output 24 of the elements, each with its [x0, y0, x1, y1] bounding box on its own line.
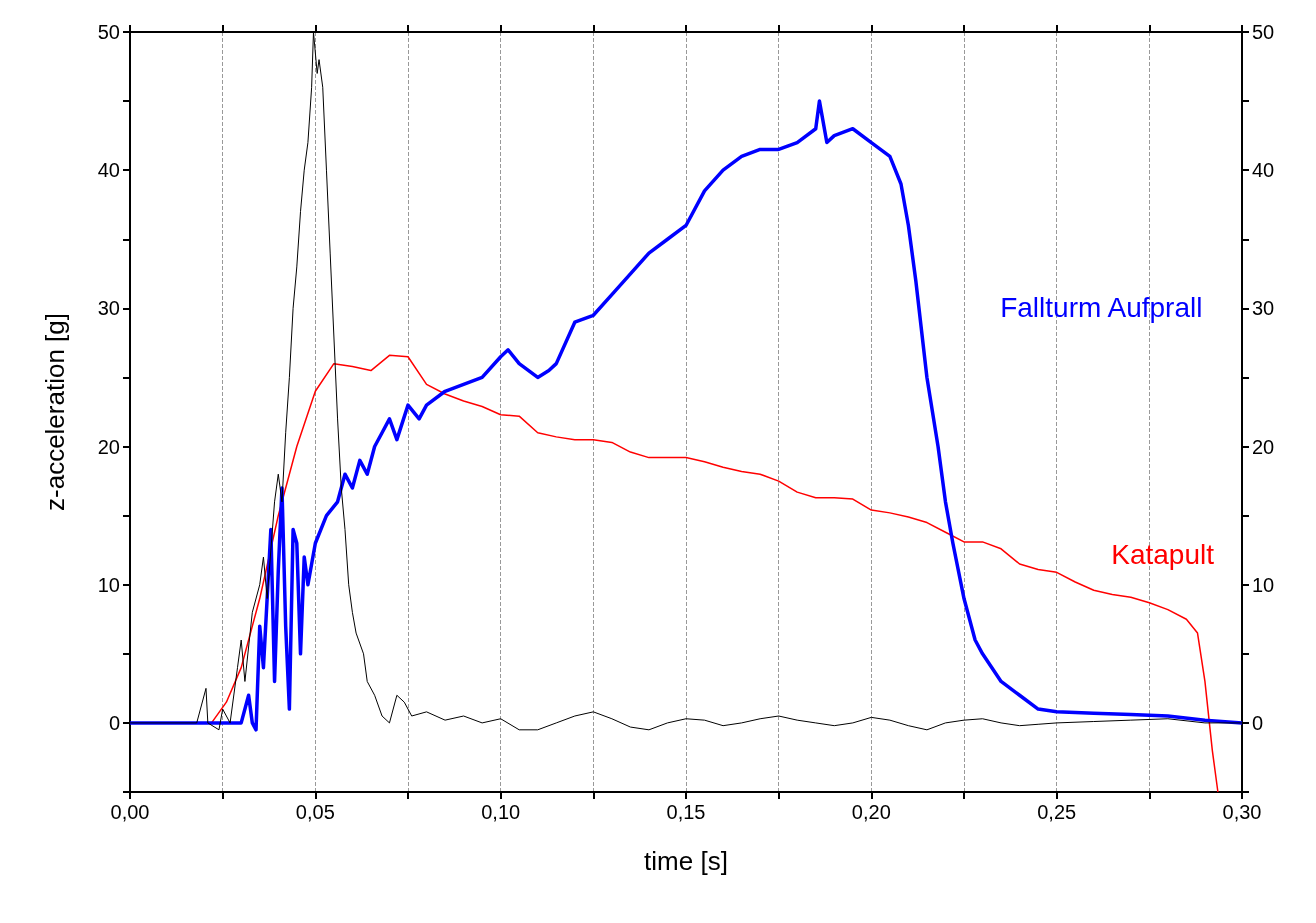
x-tick-label: 0,05 — [295, 801, 335, 823]
series-label: Katapult — [1111, 538, 1215, 570]
y2-tick-label: 20 — [1252, 435, 1275, 458]
x-axis-title: time [s] — [644, 846, 728, 876]
y-tick-label: 40 — [97, 159, 120, 182]
y-tick-label: 30 — [97, 297, 120, 320]
x-tick-label: 0,20 — [851, 801, 891, 823]
x-tick-label: 0,15 — [666, 801, 706, 823]
x-tick-label: 0,30 — [1222, 801, 1262, 823]
y-axis-title: z-acceleration [g] — [40, 313, 70, 511]
y2-tick-label: 40 — [1252, 159, 1275, 182]
y-tick-label: 20 — [97, 435, 120, 458]
y2-tick-label: 50 — [1252, 21, 1275, 43]
x-tick-label: 0,00 — [110, 801, 150, 823]
y2-tick-label: 30 — [1252, 297, 1275, 320]
x-tick-label: 0,25 — [1037, 801, 1077, 823]
x-tick-label: 0,10 — [481, 801, 521, 823]
line-series — [210, 354, 1219, 793]
y-tick-label: 10 — [97, 573, 120, 596]
text: Fallturm Aufprall — [1000, 291, 1203, 323]
y-tick-label: 0 — [108, 711, 120, 734]
y2-tick-label: 10 — [1252, 573, 1275, 596]
y2-tick-label: 0 — [1252, 711, 1264, 734]
y-tick-label: 50 — [97, 21, 120, 43]
